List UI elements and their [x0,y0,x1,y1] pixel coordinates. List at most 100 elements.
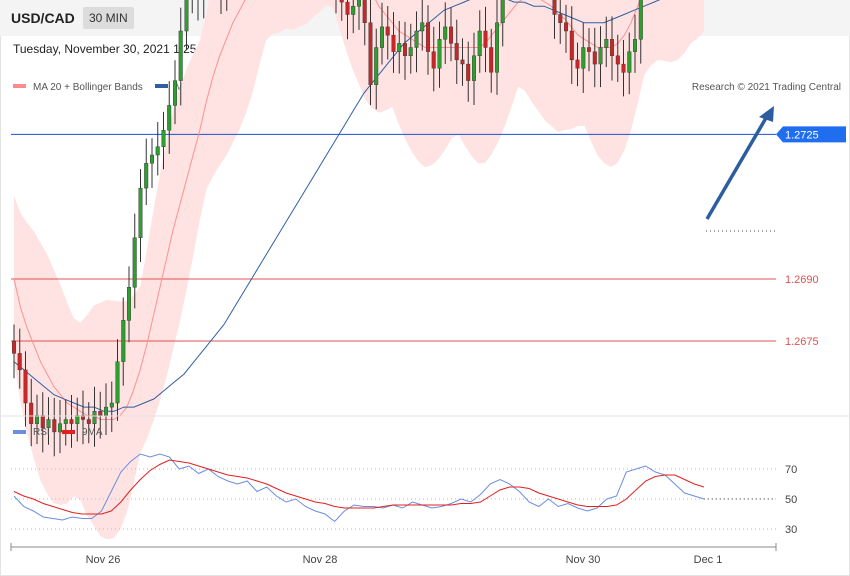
candle-body [115,361,120,404]
candle-body [592,51,597,65]
candle-body [92,411,97,424]
candle-body [460,59,465,65]
candle-body [23,369,28,404]
candle-body [420,22,425,32]
x-tick-label: Nov 28 [303,554,338,566]
candle-body [40,415,45,428]
x-tick-label: Nov 26 [86,554,121,566]
level-label: 1.2725 [785,129,819,141]
candle-body [552,0,557,15]
ma50-line [13,0,661,412]
candle-body [167,105,172,131]
candle-body [368,22,373,85]
candle-body [345,1,350,15]
candle-body [63,419,68,424]
candle-body [374,47,379,85]
candle-body [385,26,390,36]
candle-body [46,419,51,429]
timeframe-button[interactable]: 30 MIN [83,7,134,29]
candle-body [380,26,385,48]
candle-body [121,320,126,362]
rsi-ma-legend-swatch [62,430,75,434]
ma20-legend-label: MA 20 + Bollinger Bands [33,82,143,93]
candle-body [472,55,477,81]
candle-body [604,39,609,48]
rsi-tick-label: 50 [785,494,797,506]
candle-body [103,406,108,416]
candle-body [35,415,40,424]
candle-body [362,0,367,23]
candle-body [558,14,563,24]
candle-body [339,0,344,3]
candle-body [52,419,57,433]
candle-body [414,30,419,48]
forecast-arrow-head [759,106,774,122]
candle-body [17,353,22,371]
candle-body [397,43,402,52]
candle-body [86,419,91,424]
candle-body [615,55,620,65]
candle-body [598,47,603,65]
candle-body [627,51,632,73]
candle-body [466,63,471,81]
candle-body [109,402,114,408]
credit-text: Research © 2021 Trading Central [692,82,841,93]
rsi-ma-legend-label: 9MA [82,427,103,438]
candle-body [80,415,85,420]
candle-body [575,59,580,69]
candle-body [443,26,448,40]
candle-body [144,163,149,189]
candle-body [638,0,643,40]
candle-body [500,0,505,23]
instrument-title: USD/CAD [11,10,75,26]
candle-body [408,47,413,57]
candle-body [69,419,74,424]
candle-body [161,129,166,147]
candle-body [351,5,356,15]
candle-body [581,47,586,69]
candle-body [454,43,459,61]
rsi-tick-label: 70 [785,464,797,476]
candle-body [477,30,482,56]
candle-body [75,415,80,424]
rsi-legend-swatch [13,430,26,434]
level-label: 1.2690 [785,274,819,286]
candle-body [98,411,103,416]
candle-body [29,402,34,424]
x-tick-label: Dec 1 [694,554,723,566]
candle-body [403,43,408,57]
candle-body [495,22,500,73]
candle-body [178,30,183,81]
candle-body [184,0,189,32]
candle-body [132,237,137,288]
candle-body [172,80,177,106]
candle-body [155,146,160,156]
candle-body [426,22,431,52]
candle-body [483,30,488,48]
candle-body [569,30,574,61]
candle-body [58,423,63,433]
level-tag [776,126,846,143]
candle-body [431,51,436,69]
candle-body [149,154,154,164]
candle-body [138,187,143,238]
candle-body [633,39,638,52]
ma50-legend-swatch [155,84,168,88]
candle-body [449,26,454,44]
rsi-tick-label: 30 [785,524,797,536]
candle-body [587,47,592,52]
rsi-legend-label: RSI [33,427,50,438]
forecast-arrow-shaft [705,117,768,220]
candle-body [126,287,131,321]
rsi-ma-line [13,459,705,515]
rsi-plot: 30 50 70 [11,453,797,536]
candle-body [621,63,626,73]
candle-body [391,34,396,52]
candle-body [357,0,362,7]
candle-body [11,340,16,354]
candle-body [564,22,569,32]
candle-body [437,39,442,69]
x-tick-label: Nov 30 [566,554,601,566]
